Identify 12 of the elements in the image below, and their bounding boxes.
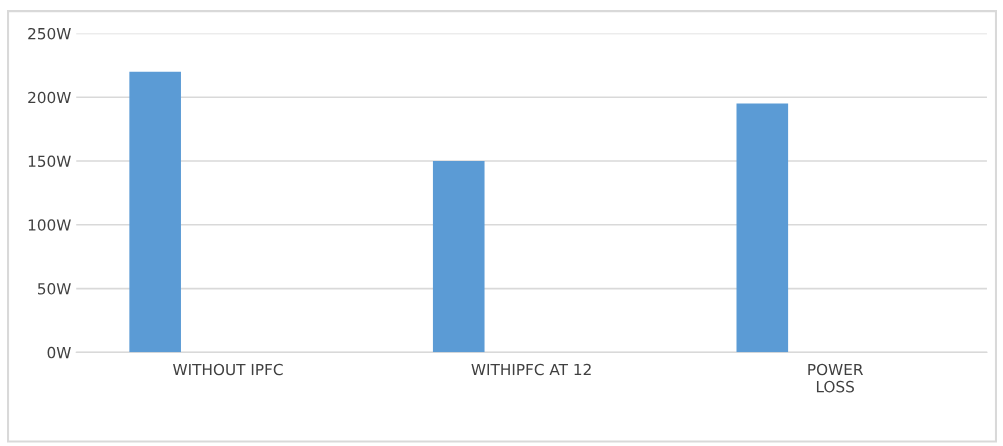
y-tick-label: 200W (28, 91, 71, 104)
x-tick-label: WITHOUT IPFC (173, 363, 283, 376)
bar (736, 103, 789, 353)
y-tick-label: 250W (28, 27, 71, 40)
y-tick-label: 50W (38, 283, 71, 295)
y-tick-label: 100W (28, 219, 71, 231)
bar (432, 161, 485, 353)
x-tick-label: POWER LOSS (808, 363, 864, 393)
x-tick-label: WITHIPFC AT 12 (471, 363, 591, 376)
y-tick-label: 0W (47, 346, 71, 359)
bar (129, 71, 181, 353)
y-tick-label: 150W (28, 155, 71, 168)
